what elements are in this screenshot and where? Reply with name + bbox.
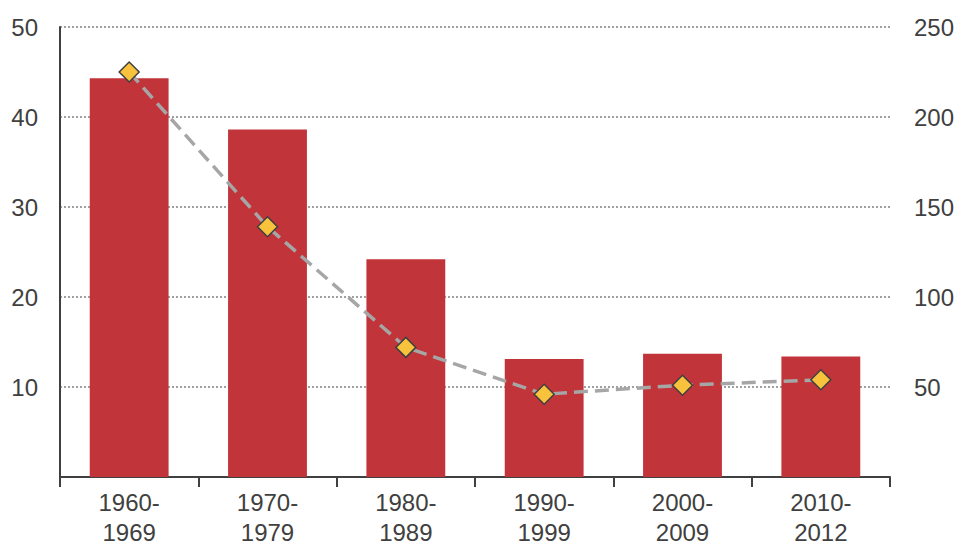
svg-text:1970-: 1970-	[237, 489, 298, 516]
svg-text:1969: 1969	[102, 519, 155, 546]
svg-text:2012: 2012	[794, 519, 847, 546]
svg-text:1979: 1979	[241, 519, 294, 546]
svg-text:250: 250	[914, 14, 954, 41]
svg-text:1960-: 1960-	[98, 489, 159, 516]
svg-text:40: 40	[11, 104, 38, 131]
svg-text:50: 50	[914, 374, 941, 401]
svg-text:1990-: 1990-	[513, 489, 574, 516]
svg-text:1999: 1999	[517, 519, 570, 546]
svg-text:150: 150	[914, 194, 954, 221]
svg-text:20: 20	[11, 284, 38, 311]
svg-text:2000-: 2000-	[652, 489, 713, 516]
svg-text:10: 10	[11, 374, 38, 401]
svg-text:30: 30	[11, 194, 38, 221]
svg-text:50: 50	[11, 14, 38, 41]
svg-text:100: 100	[914, 284, 954, 311]
svg-text:1989: 1989	[379, 519, 432, 546]
svg-text:2010-: 2010-	[790, 489, 851, 516]
svg-text:200: 200	[914, 104, 954, 131]
svg-text:2009: 2009	[656, 519, 709, 546]
svg-text:1980-: 1980-	[375, 489, 436, 516]
